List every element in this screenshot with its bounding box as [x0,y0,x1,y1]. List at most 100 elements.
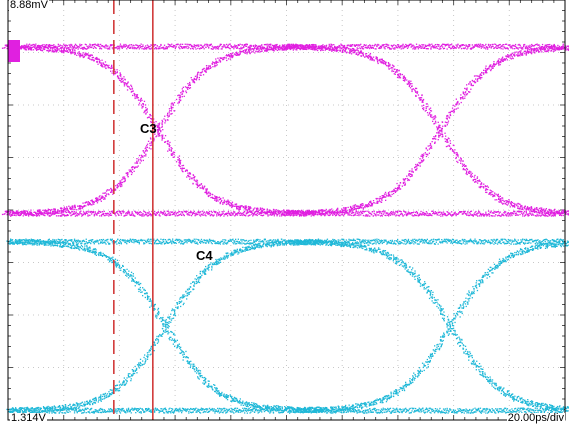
trace-sample [231,55,233,57]
trace-sample [329,209,331,211]
trace-sample [497,44,500,46]
trace-sample [346,209,348,211]
trace-sample [72,48,74,50]
trace-sample [209,214,212,217]
trace-sample [212,66,214,68]
trace-sample [356,44,358,46]
trace-sample [53,46,55,48]
trace-sample [501,45,503,47]
trace-sample [125,45,127,47]
trace-sample [100,64,102,67]
trace-sample [352,52,354,54]
trace-sample [136,212,138,214]
trace-sample [219,215,221,217]
trace-sample [500,45,502,48]
trace-sample [138,48,140,50]
trace-sample [198,185,200,187]
trace-sample [360,52,362,54]
trace-sample [257,45,259,47]
trace-sample [205,46,207,48]
trace-sample [52,213,54,216]
trace-sample [55,46,58,48]
trace-sample [75,211,77,213]
trace-sample [315,44,317,46]
trace-sample [239,206,242,208]
trace-sample [464,210,466,212]
trace-sample [170,110,172,112]
trace-sample [158,132,161,134]
trace-sample [305,45,307,47]
trace-sample [218,199,220,201]
trace-sample [216,46,218,48]
trace-sample [119,181,121,183]
trace-sample [344,212,347,214]
trace-sample [287,44,289,46]
trace-sample [379,196,381,198]
trace-sample [275,47,277,49]
trace-sample [121,210,123,212]
trace-sample [121,81,123,83]
trace-sample [377,62,379,65]
trace-sample [433,47,435,49]
trace-sample [79,44,81,47]
trace-sample [47,209,50,211]
trace-sample [213,197,215,199]
trace-sample [370,213,373,216]
trace-sample [48,44,50,46]
trace-sample [366,210,368,212]
trace-sample [238,48,240,50]
trace-sample [242,47,244,49]
trace-sample [266,47,268,49]
trace-sample [219,57,221,59]
trace-sample [32,43,34,46]
trace-sample [73,206,76,208]
trace-sample [84,53,86,55]
trace-sample [77,205,79,207]
trace-sample [382,210,384,212]
trace-sample [494,215,496,217]
trace-sample [203,48,205,50]
trace-sample [312,213,314,216]
trace-sample [193,44,195,46]
trace-sample [500,215,502,217]
trace-sample [379,46,381,49]
trace-sample [81,44,83,46]
trace-sample [425,48,428,50]
trace-sample [199,212,201,214]
trace-sample [78,46,80,48]
trace-sample [145,146,147,148]
trace-sample [58,212,60,214]
trace-sample [129,214,131,216]
trace-sample [309,47,311,49]
trace-sample [215,211,217,214]
trace-sample [42,214,44,216]
trace-sample [374,43,376,46]
trace-sample [87,215,89,217]
trace-sample [43,214,45,216]
trace-sample [24,212,26,214]
trace-sample [315,210,317,212]
trace-sample [138,154,141,157]
trace-sample [230,45,232,47]
trace-sample [304,212,306,214]
trace-sample [317,210,320,212]
trace-sample [355,208,357,210]
trace-sample [124,46,126,48]
trace-sample [74,204,76,207]
trace-sample [106,65,108,67]
trace-sample [404,211,406,213]
trace-sample [334,45,336,48]
trace-sample [417,46,419,48]
trace-sample [117,186,119,189]
trace-sample [234,46,236,48]
trace-sample [329,47,331,49]
trace-sample [226,200,228,202]
trace-sample [203,186,205,188]
trace-sample [41,44,43,46]
trace-sample [231,213,233,215]
trace-sample [125,214,127,216]
trace-sample [550,211,552,213]
trace-sample [207,193,209,195]
trace-sample [47,50,49,52]
trace-sample [338,46,340,48]
